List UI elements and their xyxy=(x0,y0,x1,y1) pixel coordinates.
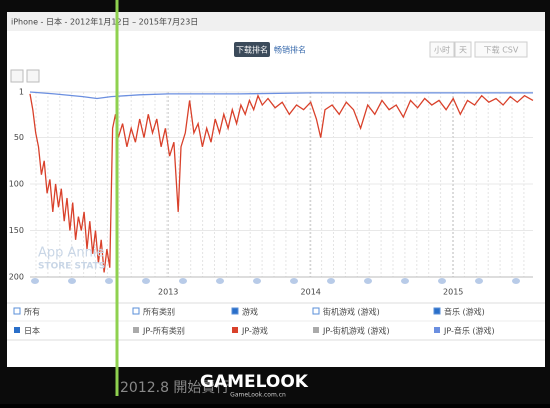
filter-label: 游戏 xyxy=(242,307,258,317)
logo: GAMELOOK xyxy=(200,372,309,392)
y-tick-label: 1 xyxy=(19,88,24,97)
legend-label: JP-街机游戏 (游戏) xyxy=(322,326,390,336)
legend-label: JP-游戏 xyxy=(241,326,268,336)
filter-label: 所有类别 xyxy=(143,307,175,317)
y-tick-label: 100 xyxy=(9,180,24,189)
checkbox[interactable] xyxy=(132,307,140,315)
button[interactable] xyxy=(454,41,472,58)
event-marker xyxy=(327,278,335,284)
zoom-button[interactable] xyxy=(26,69,40,83)
header-title: iPhone - 日本 - 2012年1月12日 – 2015年7月23日 xyxy=(11,17,198,27)
filter-label: 街机游戏 (游戏) xyxy=(323,307,380,317)
event-marker xyxy=(475,278,483,284)
legend-swatch xyxy=(232,327,238,333)
event-marker xyxy=(290,278,298,284)
x-tick-label: 2015 xyxy=(443,288,463,297)
x-tick-label: 2014 xyxy=(301,288,321,297)
tab[interactable]: 畅销排名 xyxy=(274,45,306,55)
legend-swatch xyxy=(133,327,139,333)
event-marker xyxy=(438,278,446,284)
y-tick-label: 50 xyxy=(14,133,24,142)
header-bar xyxy=(7,12,545,31)
caption: 2012.8 開始賣行 xyxy=(120,380,229,396)
button-label[interactable]: 天 xyxy=(459,46,467,55)
tab-active[interactable] xyxy=(234,42,270,57)
event-marker xyxy=(512,278,520,284)
series-line xyxy=(29,91,533,100)
panel xyxy=(7,12,545,367)
button-label[interactable]: 小时 xyxy=(434,45,450,55)
legend-label: JP-所有类别 xyxy=(142,326,185,336)
event-marker xyxy=(253,278,261,284)
reset-button[interactable] xyxy=(10,69,24,83)
legend-swatch xyxy=(434,327,440,333)
event-marker xyxy=(179,278,187,284)
button[interactable] xyxy=(474,41,528,58)
event-marker xyxy=(68,278,76,284)
event-marker xyxy=(364,278,372,284)
checkbox[interactable] xyxy=(433,307,441,315)
filter-label: 音乐 (游戏) xyxy=(444,307,485,317)
y-tick-label: 200 xyxy=(9,273,24,282)
watermark: STORE STATS xyxy=(38,262,105,272)
logo-url: GameLook.com.cn xyxy=(230,392,286,399)
watermark: App Annie xyxy=(38,246,105,261)
series-line xyxy=(29,93,534,273)
y-tick-label: 150 xyxy=(9,226,24,235)
event-marker xyxy=(31,278,39,284)
checkbox[interactable] xyxy=(312,307,320,315)
legend-swatch xyxy=(313,327,319,333)
legend-label: JP-音乐 (游戏) xyxy=(443,326,495,336)
tab[interactable]: 下载排名 xyxy=(236,45,268,55)
button-label[interactable]: 下载 CSV xyxy=(484,45,519,55)
event-marker xyxy=(216,278,224,284)
checkbox[interactable] xyxy=(231,307,239,315)
event-marker xyxy=(142,278,150,284)
x-tick-label: 2013 xyxy=(158,288,178,297)
filter-label: 所有 xyxy=(24,307,40,317)
legend-swatch xyxy=(14,327,20,333)
event-marker xyxy=(105,278,113,284)
legend-label: 日本 xyxy=(24,326,40,336)
checkbox[interactable] xyxy=(13,307,21,315)
event-marker xyxy=(401,278,409,284)
button[interactable] xyxy=(429,41,455,58)
